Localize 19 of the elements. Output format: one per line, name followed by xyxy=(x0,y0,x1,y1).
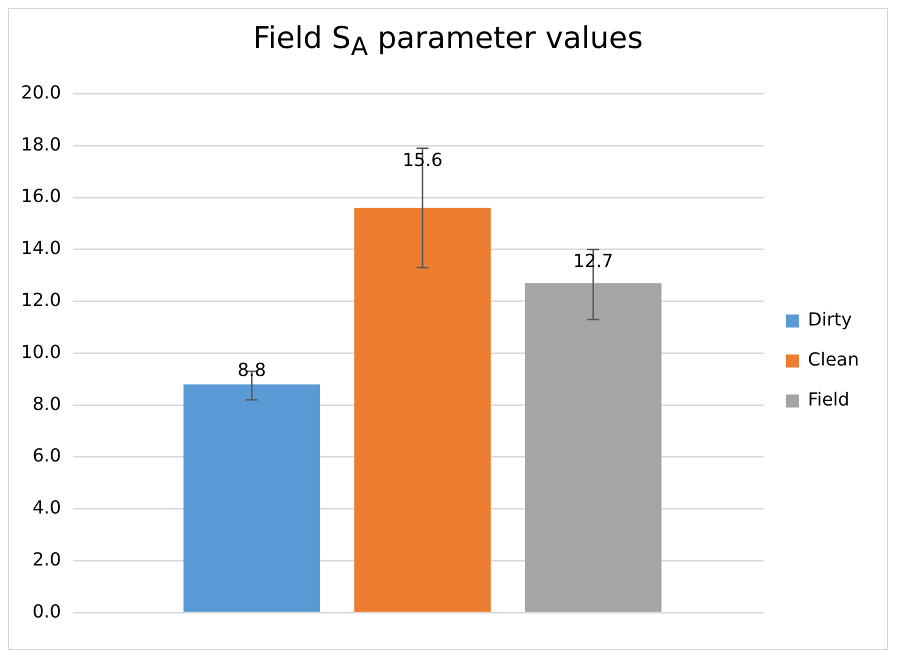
y-tick-label: 4.0 xyxy=(32,498,62,519)
y-tick-label: 18.0 xyxy=(21,134,62,156)
bar xyxy=(524,283,662,612)
legend-label: Clean xyxy=(808,350,860,371)
legend-label: Dirty xyxy=(808,310,852,331)
y-tick-label: 0.0 xyxy=(32,601,62,622)
bar xyxy=(184,384,320,612)
y-tick-label: 8.0 xyxy=(32,394,62,415)
y-tick-label: 20.0 xyxy=(21,82,62,104)
legend-label: Field xyxy=(808,390,850,411)
y-tick-label: 14.0 xyxy=(21,238,62,260)
y-tick-label: 12.0 xyxy=(21,290,62,311)
data-label: 8.8 xyxy=(237,360,266,381)
y-tick-label: 10.0 xyxy=(21,342,62,363)
y-tick-label: 6.0 xyxy=(32,446,62,467)
y-tick-label: 2.0 xyxy=(32,549,62,570)
y-tick-label: 16.0 xyxy=(21,186,62,208)
chart-title: Field S$_{A}$ parameter values xyxy=(252,21,644,63)
bar xyxy=(354,208,491,612)
